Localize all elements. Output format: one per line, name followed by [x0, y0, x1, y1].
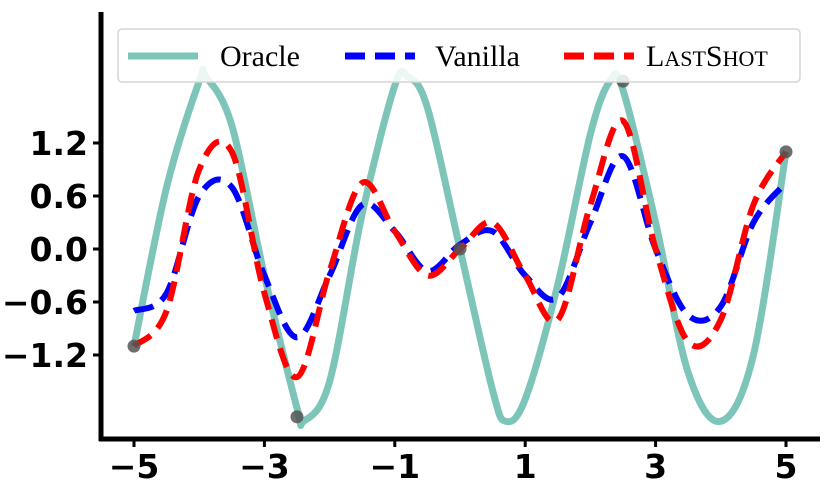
x-tick-label: −3	[239, 447, 290, 486]
context-point	[290, 410, 304, 424]
y-ticks: 1.2 0.6 0.0 −0.6 −1.2	[2, 124, 101, 375]
x-ticks: −5 −3 −1 1 3 5	[109, 439, 798, 486]
x-tick-label: 5	[775, 447, 798, 486]
legend-label-lastshot-part: HOT	[723, 46, 769, 71]
legend-label-lastshot-part: AST	[664, 46, 706, 71]
y-tick-label: 0.6	[30, 177, 88, 216]
legend-label-lastshot: LASTSHOT	[646, 40, 768, 73]
legend-box	[117, 28, 801, 83]
context-point	[779, 145, 793, 159]
axes	[98, 12, 820, 442]
context-point	[127, 339, 141, 353]
y-tick-label: 1.2	[30, 124, 88, 163]
y-tick-label: −1.2	[2, 336, 88, 375]
x-tick-label: −1	[369, 447, 420, 486]
x-tick-label: 1	[514, 447, 537, 486]
legend-label-vanilla: Vanilla	[435, 40, 520, 73]
legend-label-oracle: Oracle	[220, 40, 300, 73]
legend-label-lastshot-part: S	[706, 40, 723, 73]
x-tick-label: 3	[644, 447, 667, 486]
series-line-oracle	[130, 65, 790, 429]
x-tick-label: −5	[109, 447, 160, 486]
context-point	[453, 242, 467, 256]
legend: Oracle Vanilla LASTSHOT	[117, 28, 801, 83]
context-points	[127, 74, 793, 424]
legend-label-lastshot-part: L	[646, 40, 664, 73]
y-tick-label: 0.0	[30, 230, 88, 269]
y-tick-label: −0.6	[2, 283, 88, 322]
